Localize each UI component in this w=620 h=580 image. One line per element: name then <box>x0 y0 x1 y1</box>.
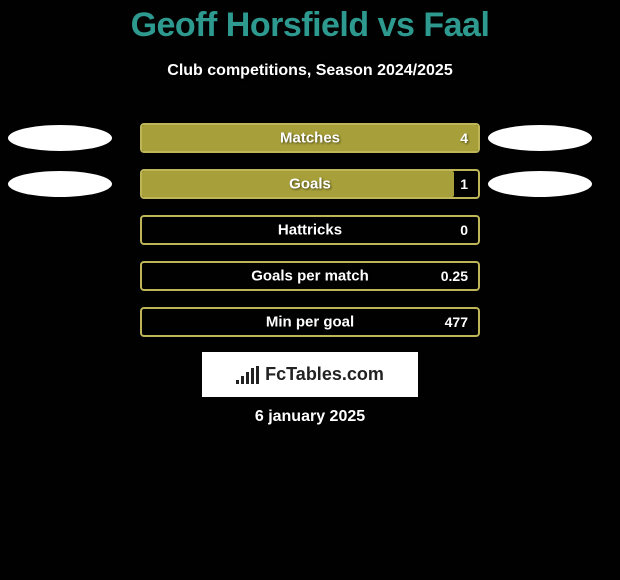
logo-bars-icon <box>236 366 259 384</box>
left-ellipse-icon <box>8 125 112 151</box>
snapshot-date: 6 january 2025 <box>0 408 620 426</box>
right-ellipse-icon <box>488 125 592 151</box>
stat-value: 0 <box>460 222 468 238</box>
stat-value: 1 <box>460 176 468 192</box>
stat-row: Min per goal477 <box>140 307 480 337</box>
subtitle: Club competitions, Season 2024/2025 <box>0 62 620 80</box>
stat-value: 4 <box>460 130 468 146</box>
stat-label: Hattricks <box>142 222 478 239</box>
stat-row: Goals1 <box>140 169 480 199</box>
stat-label: Goals <box>142 176 478 193</box>
stat-row: Matches4 <box>140 123 480 153</box>
stat-value: 0.25 <box>441 268 468 284</box>
right-ellipse-icon <box>488 171 592 197</box>
fctables-logo: FcTables.com <box>202 352 418 397</box>
stat-row: Hattricks0 <box>140 215 480 245</box>
left-ellipse-icon <box>8 171 112 197</box>
stat-label: Goals per match <box>142 268 478 285</box>
stat-label: Matches <box>142 130 478 147</box>
stat-value: 477 <box>445 314 468 330</box>
logo-text: FcTables.com <box>265 364 384 385</box>
stat-label: Min per goal <box>142 314 478 331</box>
page-title: Geoff Horsfield vs Faal <box>0 6 620 45</box>
stat-row: Goals per match0.25 <box>140 261 480 291</box>
